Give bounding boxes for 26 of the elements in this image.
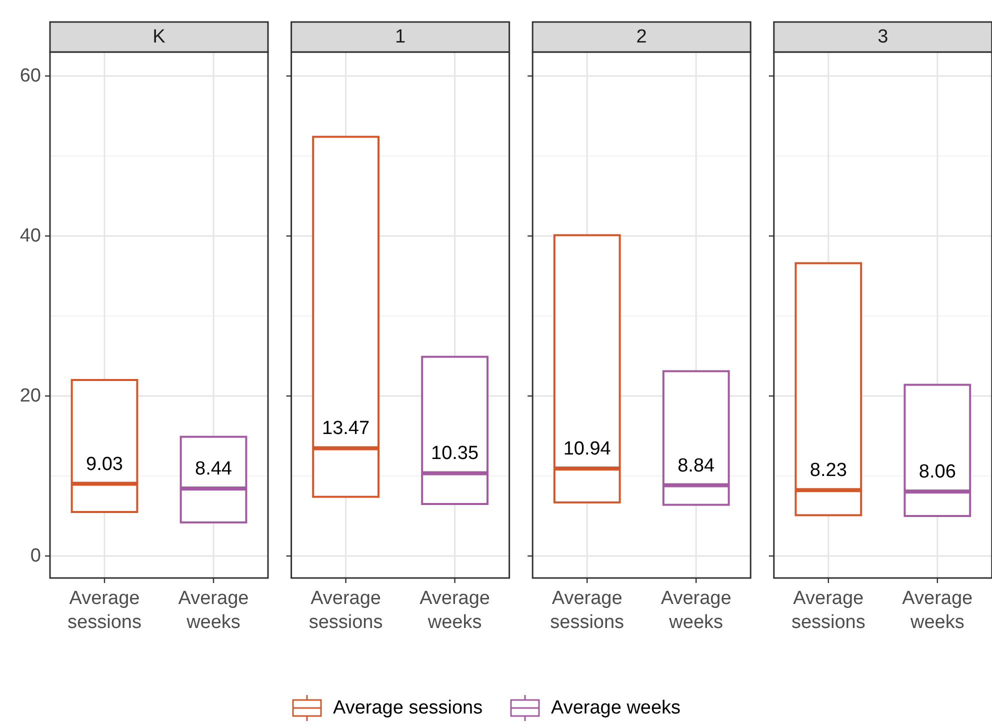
text: 10.35: [431, 443, 479, 464]
x-tick-label: Average weeks: [420, 588, 490, 633]
text: 8.23: [810, 460, 847, 482]
text: 8.84: [678, 455, 715, 476]
text: 8.44: [195, 458, 232, 480]
legend-label: Average weeks: [551, 698, 681, 718]
y-tick-label: 20: [20, 386, 41, 406]
text: 8.06: [918, 462, 956, 483]
x-tick-label: Average sessions: [550, 588, 624, 633]
text: 10.94: [563, 438, 611, 460]
x-tick-label: Average weeks: [660, 588, 732, 633]
y-tick-label: 60: [20, 66, 41, 86]
x-tick-label: Average sessions: [791, 588, 866, 633]
x-tick-label: Average weeks: [178, 588, 249, 633]
y-tick-label: 0: [30, 546, 41, 566]
y-tick-label: 40: [20, 226, 41, 246]
x-tick-label: Average sessions: [68, 588, 142, 633]
x-tick-label: Average sessions: [308, 588, 383, 633]
legend-label: Average sessions: [333, 698, 483, 718]
chart-title: K: [152, 26, 166, 48]
chart-title: 2: [636, 26, 647, 48]
x-tick-label: Average weeks: [902, 588, 973, 633]
text: 9.03: [86, 454, 123, 475]
chart-title: 1: [395, 26, 406, 48]
text: 13.47: [322, 418, 370, 440]
chart-title: 3: [878, 26, 888, 48]
